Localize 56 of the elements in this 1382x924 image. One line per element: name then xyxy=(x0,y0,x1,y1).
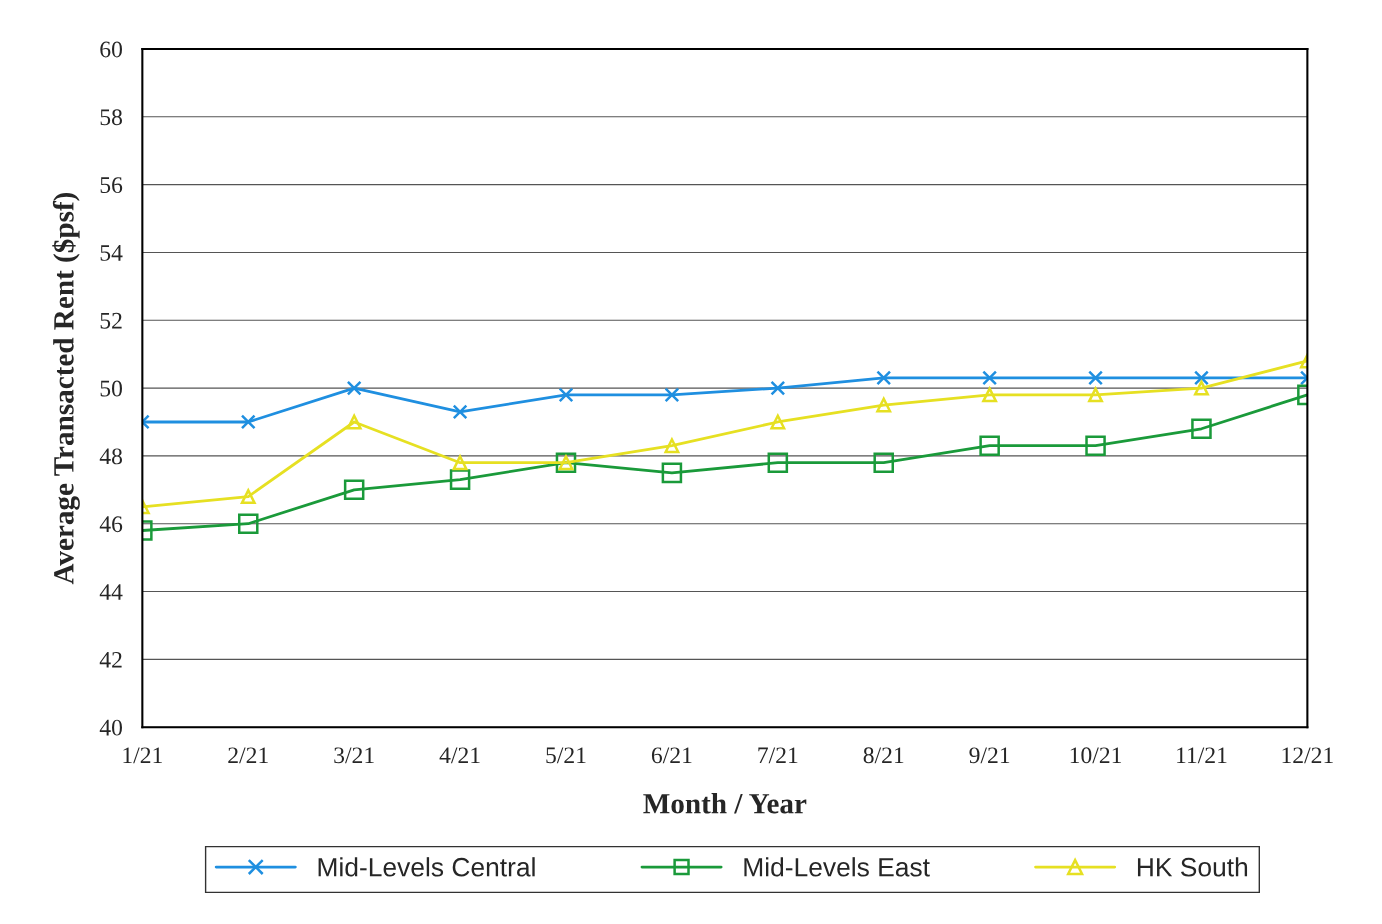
point xyxy=(346,380,362,396)
point xyxy=(661,462,683,484)
x-tick-label: 8/21 xyxy=(863,747,904,764)
point xyxy=(770,380,786,396)
point xyxy=(452,455,468,471)
point xyxy=(1191,418,1212,440)
legend-label: HK South xyxy=(1137,857,1248,877)
x-axis-title: Month / Year xyxy=(643,793,807,814)
x-tick-label: 2/21 xyxy=(228,747,268,764)
y-tick-label: 60 xyxy=(100,41,122,58)
x-tick-label: 3/21 xyxy=(334,747,374,764)
point xyxy=(982,370,998,386)
point xyxy=(1193,380,1209,396)
point xyxy=(558,387,574,403)
x-tick-label: 6/21 xyxy=(651,747,692,764)
y-axis-title: Average Transacted Rent ($psf) xyxy=(52,192,80,585)
legend-label: Mid-Levels Central xyxy=(318,857,535,877)
y-tick-label: 52 xyxy=(100,312,122,329)
legend-label: Mid-Levels East xyxy=(744,857,930,877)
y-tick-label: 48 xyxy=(99,448,122,465)
y-tick-label: 42 xyxy=(99,651,122,668)
y-tick-label: 54 xyxy=(100,245,123,261)
point xyxy=(664,438,680,454)
point xyxy=(767,452,789,473)
point xyxy=(1088,387,1104,403)
point xyxy=(1085,435,1106,457)
y-tick-label: 40 xyxy=(99,719,122,736)
y-tick-label: 58 xyxy=(100,109,122,126)
y-tick-label: 46 xyxy=(99,516,123,533)
y-tick-label: 50 xyxy=(100,380,122,397)
point xyxy=(240,414,256,430)
x-tick-label: 4/21 xyxy=(439,747,480,764)
x-tick-label: 11/21 xyxy=(1177,747,1227,764)
point xyxy=(664,387,680,403)
x-tick-label: 12/21 xyxy=(1282,747,1333,764)
point xyxy=(343,479,365,501)
point xyxy=(873,452,894,473)
y-tick-label: 44 xyxy=(99,584,123,600)
point xyxy=(240,489,256,505)
y-tick-label: 56 xyxy=(100,177,123,194)
point xyxy=(449,469,471,490)
x-tick-label: 1/21 xyxy=(123,747,162,764)
point xyxy=(1088,370,1104,386)
point xyxy=(876,370,892,386)
point xyxy=(1193,370,1209,386)
point xyxy=(876,397,892,413)
point xyxy=(346,414,362,430)
point xyxy=(237,513,259,534)
point xyxy=(770,414,786,430)
x-tick-label: 5/21 xyxy=(546,747,586,764)
x-tick-label: 7/21 xyxy=(758,747,798,764)
x-tick-label: 10/21 xyxy=(1070,747,1122,764)
x-tick-label: 9/21 xyxy=(969,747,1010,764)
point xyxy=(979,435,1000,457)
point xyxy=(452,404,468,420)
point xyxy=(982,387,998,403)
